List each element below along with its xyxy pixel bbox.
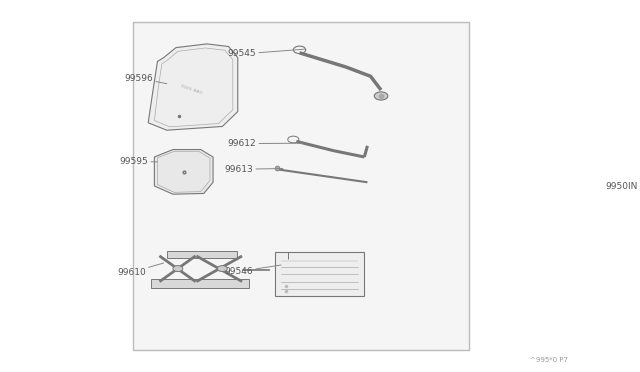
Polygon shape (148, 44, 237, 130)
Text: 99545: 99545 (228, 49, 306, 58)
Text: 9950IN: 9950IN (605, 182, 637, 190)
Text: 99546: 99546 (225, 265, 281, 276)
Circle shape (173, 266, 183, 272)
Text: 99610: 99610 (117, 263, 164, 277)
Text: 99612: 99612 (228, 139, 303, 148)
FancyBboxPatch shape (132, 22, 469, 350)
Text: 99596: 99596 (124, 74, 167, 84)
Text: 99595: 99595 (120, 157, 157, 166)
FancyBboxPatch shape (275, 252, 364, 296)
Text: ^995*0 P7: ^995*0 P7 (530, 357, 568, 363)
FancyBboxPatch shape (151, 279, 248, 288)
Text: TOOL BAG: TOOL BAG (180, 84, 203, 95)
Circle shape (218, 266, 227, 272)
Text: 99613: 99613 (225, 165, 283, 174)
FancyBboxPatch shape (167, 251, 237, 258)
Ellipse shape (374, 92, 388, 100)
Polygon shape (154, 150, 213, 194)
